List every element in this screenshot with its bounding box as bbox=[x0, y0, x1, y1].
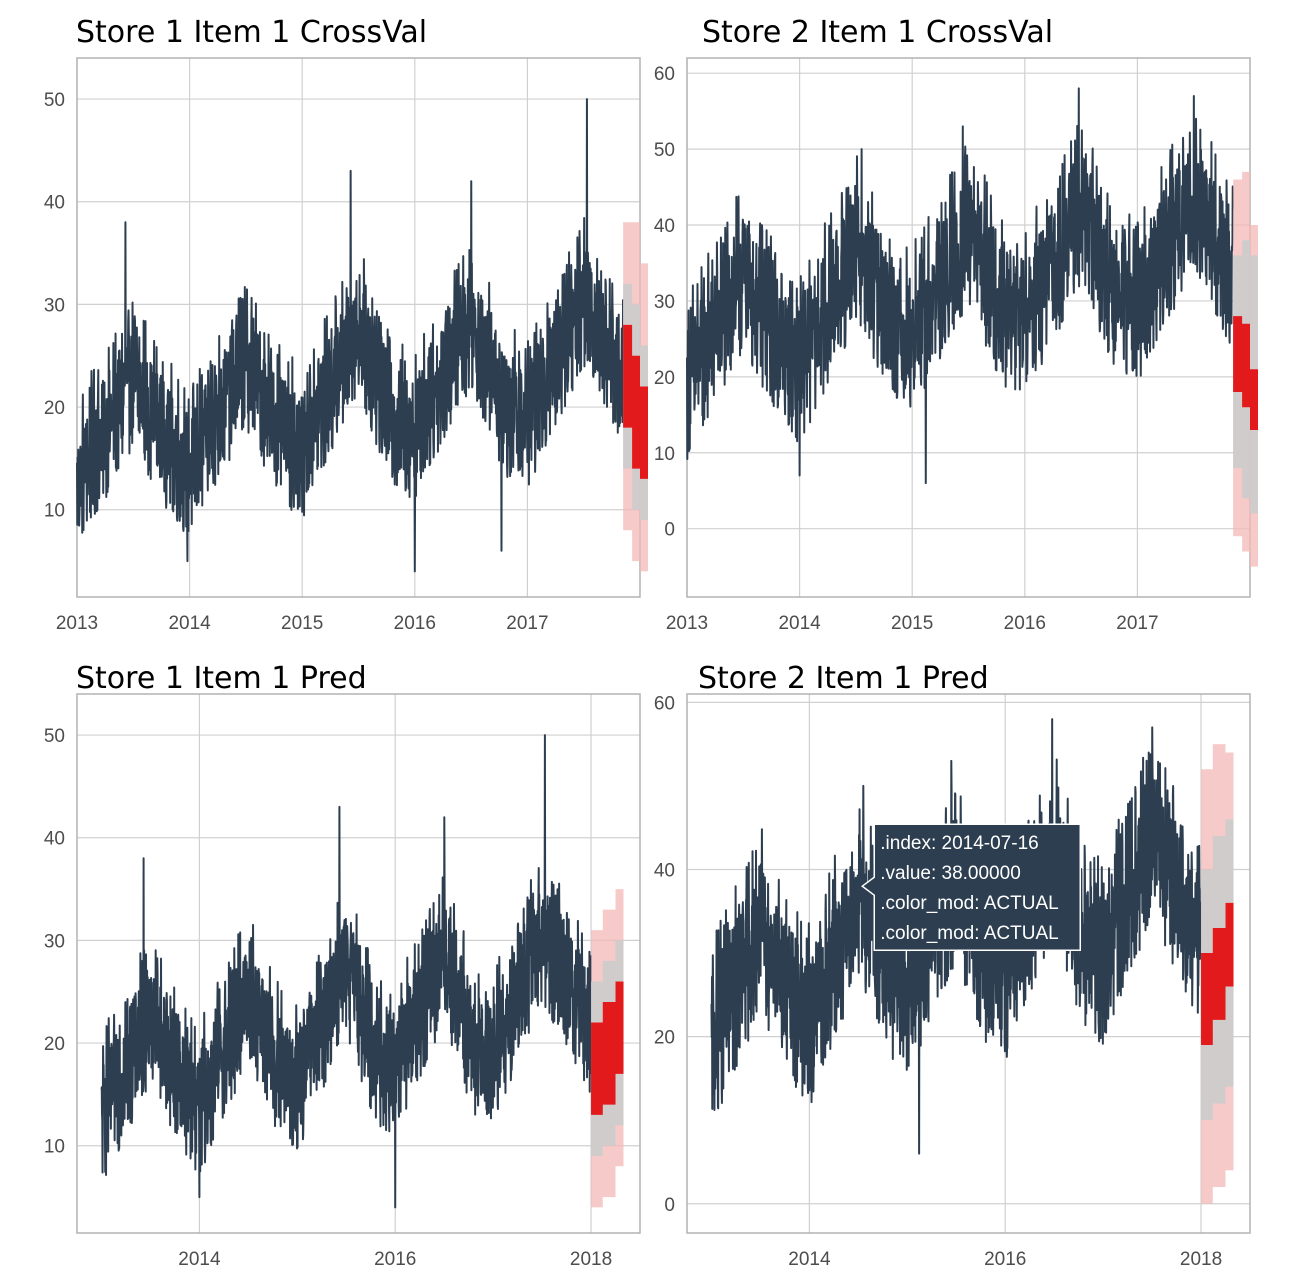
y-tick-label: 50 bbox=[654, 140, 675, 161]
forecast-prediction bbox=[1201, 902, 1234, 1045]
y-tick-label: 40 bbox=[44, 193, 65, 214]
tooltip-line: .index: 2014-07-16 bbox=[880, 833, 1038, 854]
y-tick-label: 10 bbox=[44, 501, 65, 522]
x-tick-label: 2017 bbox=[1116, 613, 1158, 634]
x-tick-label: 2016 bbox=[1004, 613, 1046, 634]
plot-frame bbox=[76, 693, 641, 1234]
y-tick-label: 60 bbox=[654, 64, 675, 85]
x-tick-label: 2014 bbox=[178, 1249, 221, 1270]
y-tick-label: 40 bbox=[654, 860, 675, 881]
tooltip-line: .color_mod: ACTUAL bbox=[880, 893, 1058, 914]
y-tick-label: 10 bbox=[654, 444, 675, 465]
x-tick-label: 2016 bbox=[394, 613, 436, 634]
y-tick-label: 30 bbox=[44, 295, 65, 316]
x-tick-label: 2015 bbox=[891, 613, 933, 634]
actual-series-line bbox=[710, 718, 1203, 1155]
y-tick-label: 40 bbox=[44, 829, 65, 850]
plot-frame bbox=[686, 693, 1251, 1234]
y-tick-label: 60 bbox=[654, 693, 675, 714]
y-tick-label: 20 bbox=[654, 368, 675, 389]
panel-title: Store 1 Item 1 Pred bbox=[76, 661, 367, 696]
y-tick-label: 0 bbox=[664, 1195, 675, 1216]
x-tick-label: 2018 bbox=[570, 1249, 612, 1270]
x-tick-label: 2014 bbox=[168, 613, 211, 634]
panel-title: Store 2 Item 1 Pred bbox=[698, 661, 989, 696]
y-tick-label: 0 bbox=[664, 520, 675, 541]
y-tick-label: 20 bbox=[654, 1028, 675, 1049]
tooltip-box bbox=[861, 823, 1082, 951]
chart-panel-3: 10 20 30 40 50 2014 2016 2018 bbox=[44, 693, 641, 1270]
x-tick-label: 2015 bbox=[281, 613, 323, 634]
panel-title: Store 2 Item 1 CrossVal bbox=[702, 15, 1054, 50]
chart-panel-1: 10 20 30 40 50 2013 2014 2015 2016 2017 bbox=[44, 57, 648, 634]
tooltip-line: .color_mod: ACTUAL bbox=[880, 923, 1058, 944]
x-tick-label: 2013 bbox=[666, 613, 708, 634]
tooltip-line: .value: 38.00000 bbox=[880, 863, 1021, 884]
x-tick-label: 2018 bbox=[1180, 1249, 1222, 1270]
x-tick-label: 2016 bbox=[984, 1249, 1026, 1270]
x-tick-label: 2013 bbox=[56, 613, 98, 634]
actual-series-line bbox=[686, 87, 1235, 485]
forecast-prediction bbox=[1233, 316, 1258, 430]
y-tick-label: 10 bbox=[44, 1137, 65, 1158]
actual-series-line bbox=[100, 734, 593, 1209]
y-tick-label: 50 bbox=[44, 90, 65, 111]
chart-panel-4: 0 20 40 60 2014 2016 2018 .index: 2014-07-16 .va… bbox=[654, 693, 1251, 1270]
x-tick-label: 2014 bbox=[778, 613, 821, 634]
forecast-prediction bbox=[623, 324, 648, 479]
x-tick-label: 2017 bbox=[506, 613, 548, 634]
actual-series-line bbox=[76, 98, 625, 573]
x-tick-label: 2016 bbox=[374, 1249, 416, 1270]
y-tick-label: 30 bbox=[654, 292, 675, 313]
chart-panel-2: 0 10 20 30 40 50 60 2013 2014 2015 2016 2017 bbox=[654, 57, 1258, 634]
panel-title: Store 1 Item 1 CrossVal bbox=[76, 15, 428, 50]
y-tick-label: 30 bbox=[44, 931, 65, 952]
forecast-prediction bbox=[591, 981, 624, 1115]
y-tick-label: 50 bbox=[44, 726, 65, 747]
tooltip: .index: 2014-07-16 .value: 38.00000 .color… bbox=[861, 823, 1082, 951]
x-tick-label: 2014 bbox=[788, 1249, 831, 1270]
y-tick-label: 20 bbox=[44, 1034, 65, 1055]
y-tick-label: 20 bbox=[44, 398, 65, 419]
y-tick-label: 40 bbox=[654, 216, 675, 237]
